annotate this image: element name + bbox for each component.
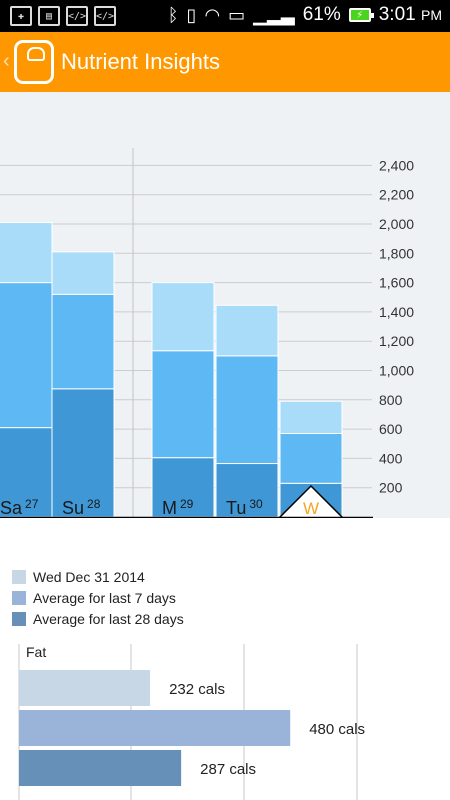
fat-bar: [19, 710, 291, 746]
y-tick-label: 2,000: [379, 216, 414, 232]
bar-segment[interactable]: [151, 282, 215, 352]
chart-title: Fat: [26, 644, 46, 660]
scale-icon[interactable]: [14, 40, 54, 84]
notification-icons: ✚ ▤ </> </>: [10, 6, 116, 26]
legend-label: Average for last 7 days: [33, 589, 176, 606]
status-bar: ✚ ▤ </> </> ᛒ ▯ ◠ ▭ ▁▂▃ 61% ⚡ 3:01 PM: [0, 0, 450, 32]
bar-value-label: 480 cals: [309, 721, 365, 738]
plus-icon: ✚: [10, 6, 32, 26]
legend-item: Wed Dec 31 2014: [12, 566, 184, 587]
x-tick-date: 29: [180, 497, 194, 511]
bar-segment[interactable]: [151, 457, 215, 518]
daily-calories-chart[interactable]: 200 400 600 800 1,000 1,200 1,400 1,600 1,800 2,0…: [0, 92, 450, 518]
fat-bar: [19, 750, 182, 786]
y-tick-label: 400: [379, 450, 403, 466]
x-tick-date: 30: [249, 497, 263, 511]
app-bar: ‹ Nutrient Insights: [0, 32, 450, 92]
fat-chart: Fat 232 cals 480 cals 287 cals: [0, 640, 450, 800]
image-icon: ▤: [38, 6, 60, 26]
vibrate-icon: ▯: [186, 4, 197, 25]
battery-icon: ⚡: [348, 8, 374, 22]
sim-icon: ▭: [228, 4, 246, 25]
selected-day-marker[interactable]: [277, 484, 345, 518]
clock: 3:01 PM: [378, 4, 442, 25]
stacked-bar-chart-svg: 200 400 600 800 1,000 1,200 1,400 1,600 1,800 2,0…: [0, 148, 414, 518]
y-tick-label: 2,400: [379, 157, 414, 173]
bar-segment[interactable]: [215, 463, 279, 518]
x-tick-label[interactable]: W: [303, 499, 319, 518]
y-tick-label: 200: [379, 480, 403, 496]
page-title: Nutrient Insights: [61, 49, 220, 74]
bar-segment[interactable]: [51, 293, 115, 390]
bar-segment[interactable]: [151, 350, 215, 459]
system-icons: ᛒ ▯ ◠ ▭ ▁▂▃ 61% ⚡ 3:01 PM: [168, 4, 442, 26]
bar-segment[interactable]: [279, 400, 343, 434]
wifi-icon: ◠: [204, 4, 221, 25]
legend-label: Average for last 28 days: [33, 610, 184, 627]
legend-swatch: [12, 590, 26, 605]
fat-bar-chart-svg: Fat 232 cals 480 cals 287 cals: [18, 644, 365, 800]
legend-item: Average for last 28 days: [12, 608, 184, 629]
battery-percent: 61%: [302, 4, 341, 25]
y-tick-label: 2,200: [379, 187, 414, 203]
y-tick-label: 1,600: [379, 275, 414, 291]
bar-value-label: 287 cals: [200, 761, 256, 778]
chevron-left-icon[interactable]: ‹: [3, 50, 10, 72]
legend-label: Wed Dec 31 2014: [33, 568, 145, 585]
bar-segment[interactable]: [0, 282, 53, 429]
code-icon: </>: [66, 6, 88, 26]
code-icon: </>: [94, 6, 116, 26]
legend-swatch: [12, 611, 26, 626]
bar-segment[interactable]: [215, 355, 279, 465]
y-tick-label: 600: [379, 421, 403, 437]
bluetooth-icon: ᛒ: [167, 4, 179, 25]
y-tick-label: 1,200: [379, 333, 414, 349]
signal-icon: ▁▂▃: [253, 4, 295, 25]
x-tick-date: 27: [25, 497, 39, 511]
y-tick-label: 1,400: [379, 304, 414, 320]
bar-segment[interactable]: [215, 304, 279, 357]
y-tick-label: 1,800: [379, 245, 414, 261]
bar-value-label: 232 cals: [169, 681, 225, 698]
bar-segment[interactable]: [0, 222, 53, 284]
fat-bar: [19, 670, 151, 706]
legend-item: Average for last 7 days: [12, 587, 184, 608]
legend: Wed Dec 31 2014 Average for last 7 days …: [12, 566, 184, 629]
x-tick-date: 28: [87, 497, 101, 511]
y-tick-label: 1,000: [379, 363, 414, 379]
y-tick-label: 800: [379, 392, 403, 408]
bar-segment[interactable]: [279, 432, 343, 484]
bar-segment[interactable]: [51, 251, 115, 295]
legend-swatch: [12, 569, 26, 584]
